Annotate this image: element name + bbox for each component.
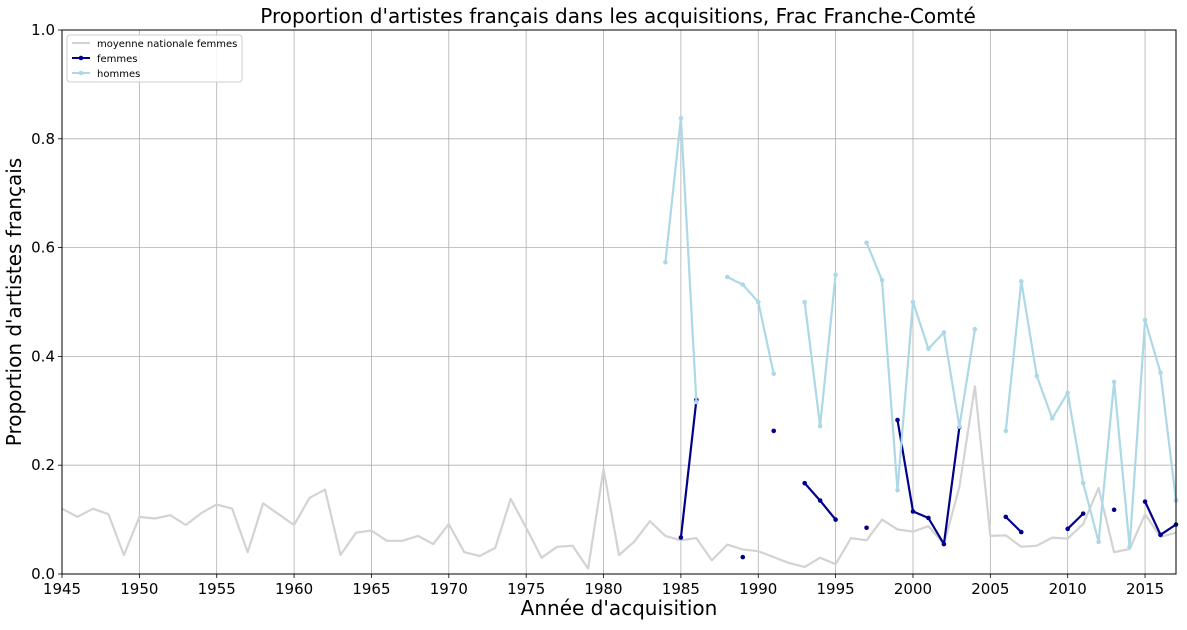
data-point-femmes <box>1142 499 1148 504</box>
grid <box>61 29 1176 575</box>
data-point-femmes <box>802 480 807 486</box>
data-point-hommes <box>879 277 885 283</box>
data-point-femmes <box>910 509 916 514</box>
x-tick-label: 1950 <box>120 580 158 598</box>
data-point-hommes <box>1034 373 1040 379</box>
series-line-hommes <box>726 276 775 375</box>
data-point-femmes <box>1158 532 1163 538</box>
data-point-hommes <box>1049 416 1055 421</box>
data-point-hommes <box>1080 480 1086 486</box>
data-point-femmes <box>817 498 823 503</box>
chart-title: Proportion d'artistes français dans les … <box>260 4 976 28</box>
x-tick-label: 1965 <box>352 580 390 598</box>
y-tick-label: 0.2 <box>31 456 55 474</box>
series-line-hommes <box>803 274 837 428</box>
y-tick-label: 0.6 <box>31 239 55 257</box>
data-point-hommes <box>864 240 869 246</box>
data-point-femmes <box>1065 526 1070 532</box>
y-axis-label: Proportion d'artistes français <box>2 158 26 446</box>
data-point-femmes <box>1018 529 1024 535</box>
series-line-hommes <box>1004 280 1178 548</box>
x-tick-label: 1960 <box>275 580 313 598</box>
data-point-hommes <box>1018 279 1024 284</box>
legend-box <box>66 34 243 83</box>
data-point-hommes <box>1111 379 1117 385</box>
data-point-hommes <box>833 272 838 278</box>
data-point-femmes <box>771 428 777 434</box>
data-point-hommes <box>678 115 684 121</box>
data-point-hommes <box>740 282 746 287</box>
series-line-femmes <box>1066 512 1084 530</box>
data-point-femmes <box>1080 511 1086 516</box>
data-point-hommes <box>895 487 900 493</box>
legend-label-femmes: femmes <box>97 54 138 65</box>
series-hommes <box>663 115 1179 550</box>
data-point-hommes <box>910 299 916 305</box>
x-tick-label: 2010 <box>1049 580 1087 598</box>
data-point-femmes <box>833 517 838 522</box>
data-point-hommes <box>663 259 668 265</box>
data-point-hommes <box>1158 370 1163 376</box>
data-point-hommes <box>771 371 777 377</box>
x-tick-label: 1995 <box>817 580 855 598</box>
x-tick-label: 2005 <box>971 580 1009 598</box>
plot-frame <box>61 29 1177 575</box>
data-point-hommes <box>755 299 761 305</box>
x-tick-label: 1990 <box>739 580 777 598</box>
series-line-femmes <box>679 399 698 538</box>
series-line-femmes <box>1005 516 1023 533</box>
y-tick-label: 0.4 <box>31 347 55 365</box>
data-point-hommes <box>817 423 823 429</box>
legend-marker-femmes <box>78 55 84 61</box>
data-point-hommes <box>1096 539 1101 545</box>
data-point-hommes <box>1003 428 1009 434</box>
x-tick-label: 1975 <box>507 580 545 598</box>
series-femmes <box>678 397 1179 560</box>
x-tick-label: 1970 <box>430 580 468 598</box>
data-point-hommes <box>941 330 947 335</box>
data-point-femmes <box>1003 514 1009 520</box>
data-point-hommes <box>926 346 931 352</box>
legend: moyenne nationale femmes femmes hommes <box>66 34 243 83</box>
data-point-femmes <box>678 535 684 540</box>
data-point-femmes <box>926 515 931 521</box>
x-axis-label: Année d'acquisition <box>521 596 718 620</box>
x-tick-label: 2000 <box>894 580 932 598</box>
y-tick-label: 0.0 <box>31 565 55 583</box>
data-point-hommes <box>1065 390 1070 396</box>
data-point-femmes <box>864 525 869 531</box>
series-layer <box>61 115 1179 570</box>
x-tick-label: 1985 <box>662 580 700 598</box>
ticks: 1945 1950 1955 1960 1965 1970 1975 1980 1985 1990… <box>31 21 1164 598</box>
legend-label-moyenne-nationale-femmes: moyenne nationale femmes <box>97 39 237 50</box>
x-tick-label: 2015 <box>1126 580 1164 598</box>
data-point-hommes <box>1142 317 1148 323</box>
y-tick-label: 1.0 <box>31 21 55 39</box>
x-tick-label: 1945 <box>43 580 81 598</box>
legend-label-hommes: hommes <box>97 69 140 80</box>
y-tick-label: 0.8 <box>31 130 55 148</box>
data-point-femmes <box>1111 507 1117 513</box>
data-point-femmes <box>941 541 947 547</box>
data-point-hommes <box>957 424 962 429</box>
x-tick-label: 1955 <box>198 580 236 598</box>
series-line-femmes <box>1144 501 1177 536</box>
series-line-hommes <box>865 242 976 492</box>
data-point-femmes <box>740 554 746 560</box>
data-point-hommes <box>694 399 699 405</box>
legend-marker-hommes <box>78 70 84 76</box>
data-point-hommes <box>725 274 730 280</box>
data-point-hommes <box>802 299 807 305</box>
data-point-hommes <box>972 326 978 332</box>
series-line-moyenne-nationale-femmes <box>61 385 1177 570</box>
series-moyenne-nationale-femmes <box>61 385 1177 570</box>
data-point-femmes <box>895 417 900 423</box>
x-tick-label: 1980 <box>584 580 622 598</box>
data-point-hommes <box>1127 544 1132 550</box>
